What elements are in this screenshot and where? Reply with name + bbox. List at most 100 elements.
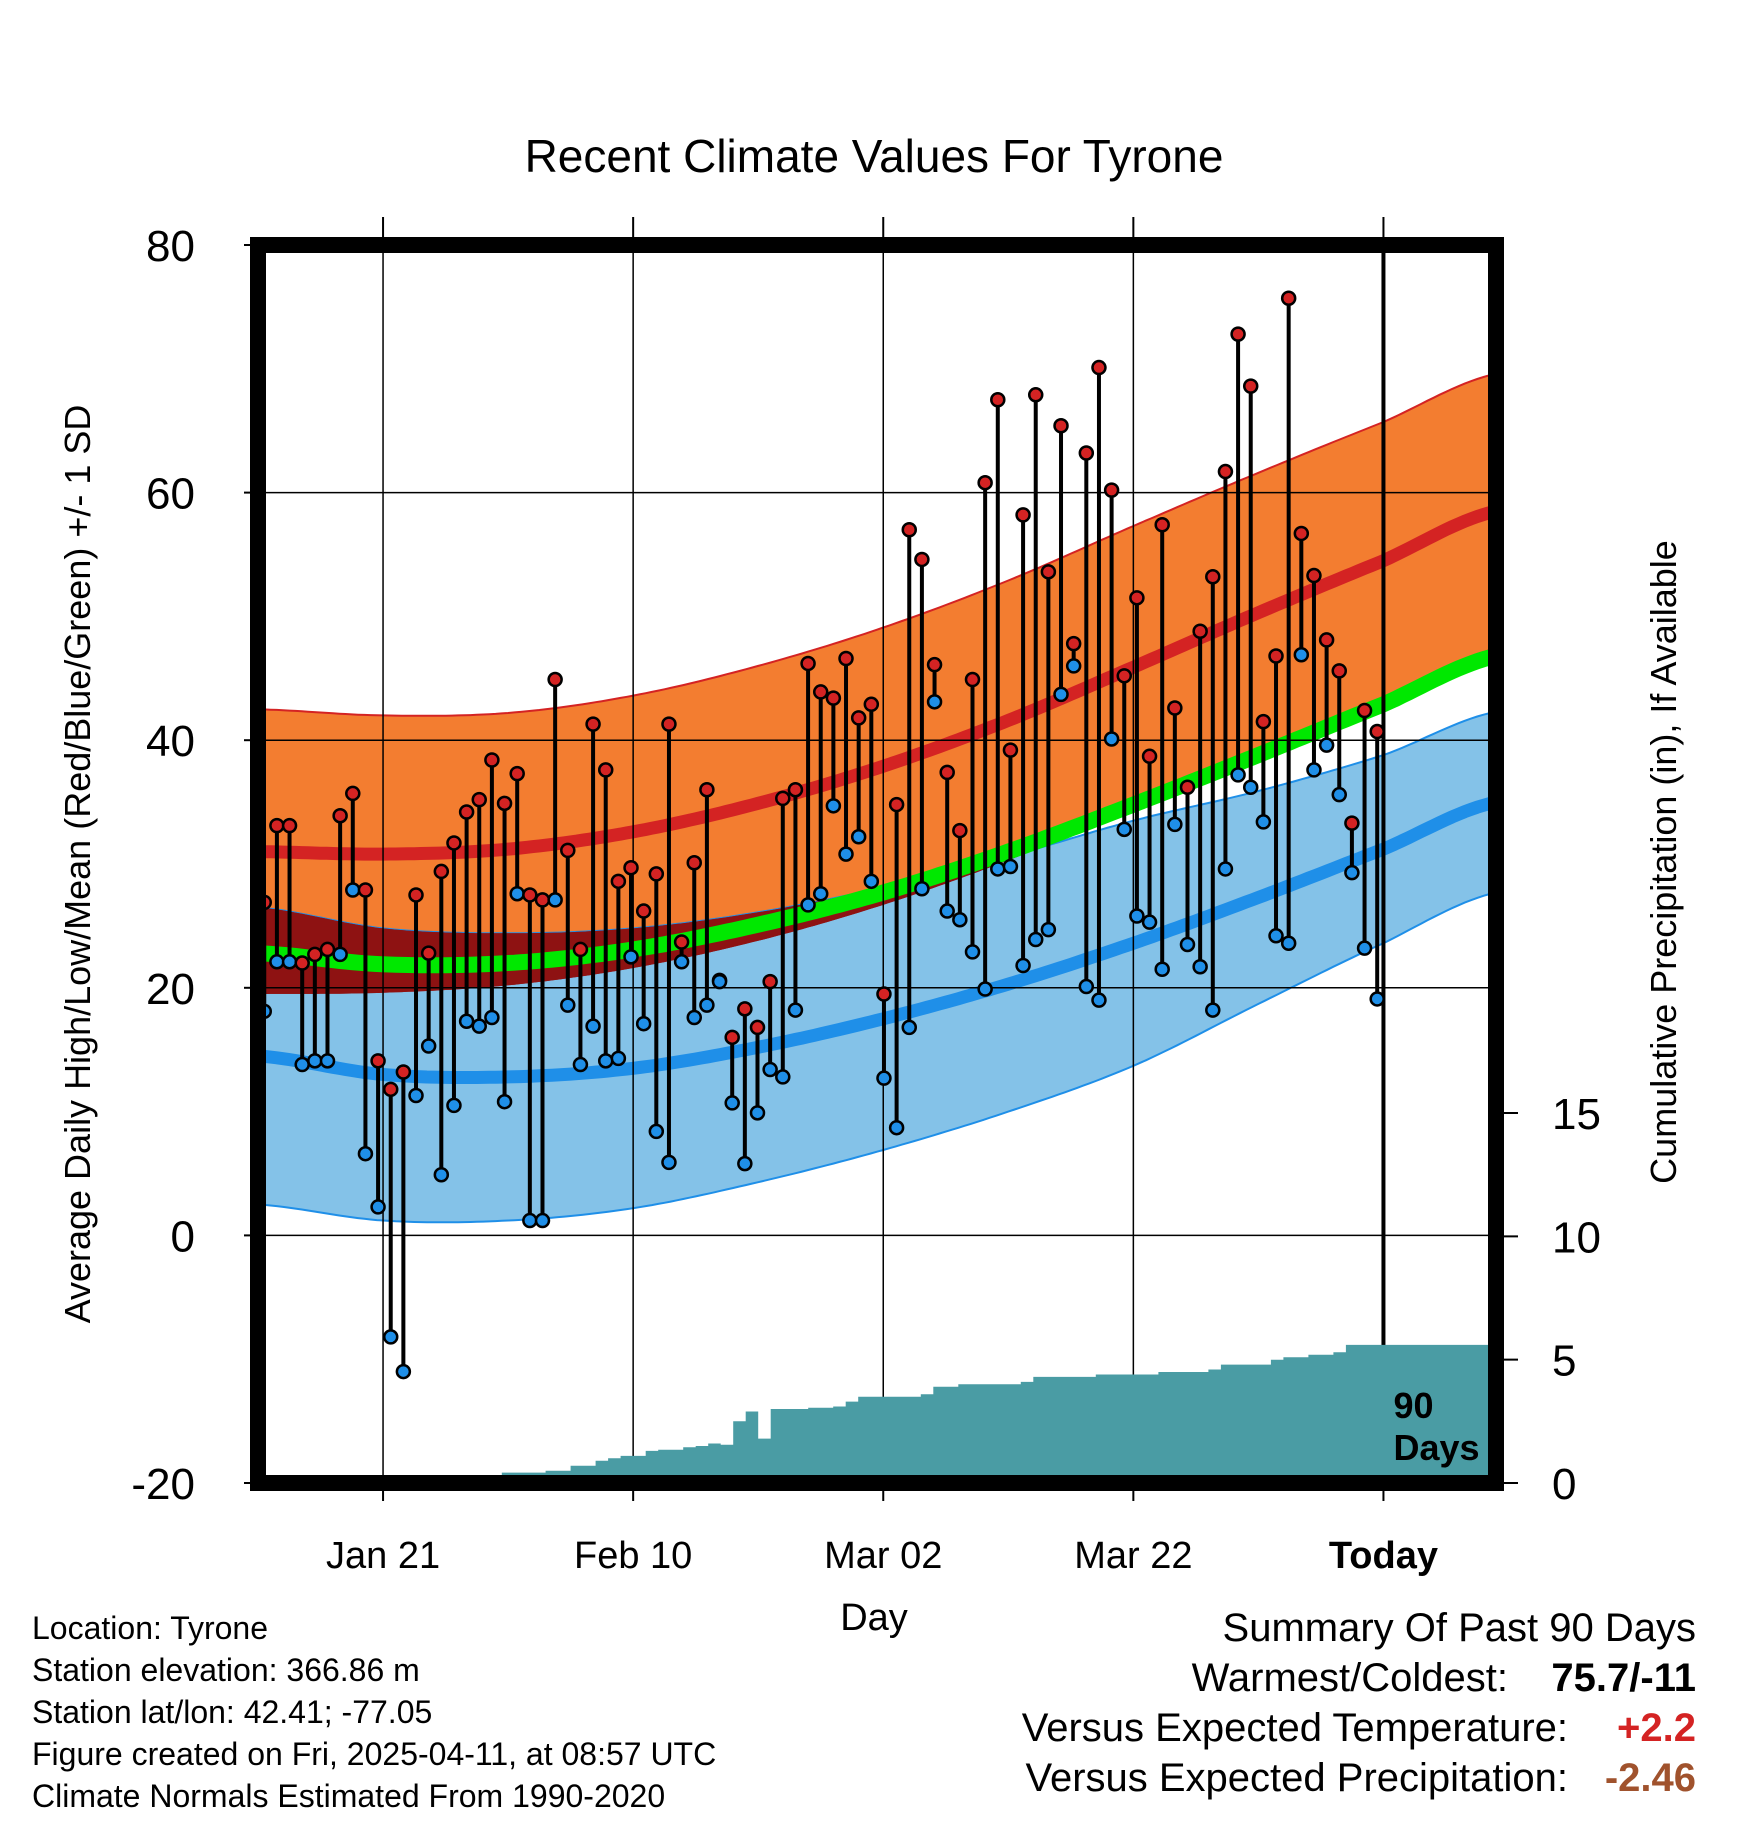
daily-low-point — [1129, 908, 1145, 924]
daily-low-point — [1027, 931, 1044, 948]
footer-created: Figure created on Fri, 2025-04-11, at 08… — [32, 1736, 717, 1772]
footer-elevation: Station elevation: 366.86 m — [32, 1652, 420, 1688]
daily-high-point — [458, 804, 475, 820]
daily-low-point — [471, 1018, 488, 1034]
daily-high-point — [762, 973, 778, 990]
daily-low-point — [597, 1053, 614, 1069]
summary-precip-value: -2.46 — [1604, 1756, 1696, 1800]
y2-tick-label: 0 — [1552, 1460, 1576, 1509]
x-tick-label: Jan 21 — [326, 1535, 440, 1577]
daily-low-point — [876, 1070, 892, 1086]
daily-low-point — [952, 911, 968, 928]
daily-high-point — [749, 1019, 766, 1036]
daily-high-point — [509, 765, 525, 782]
daily-low-point — [1268, 928, 1284, 944]
daily-low-point — [787, 1002, 804, 1018]
daily-low-point — [1065, 658, 1082, 674]
daily-high-point — [433, 863, 450, 880]
daily-low-point — [269, 954, 285, 970]
daily-low-point — [888, 1119, 905, 1136]
daily-low-point — [812, 885, 829, 902]
daily-high-point — [534, 892, 551, 908]
daily-high-point — [1369, 723, 1385, 740]
daily-high-point — [585, 716, 601, 732]
daily-high-point — [269, 817, 285, 834]
daily-low-point — [926, 694, 943, 710]
daily-high-point — [382, 1081, 399, 1098]
daily-low-point — [294, 1056, 310, 1073]
daily-low-point — [1192, 959, 1208, 975]
daily-low-point — [850, 829, 867, 845]
y-tick-label: 60 — [146, 470, 195, 519]
daily-high-point — [1091, 359, 1107, 376]
daily-high-point — [446, 835, 462, 851]
daily-low-point — [408, 1087, 424, 1104]
daily-high-point — [420, 945, 437, 961]
daily-high-point — [926, 656, 943, 673]
daily-low-point — [572, 1056, 589, 1073]
daily-low-point — [1217, 861, 1234, 877]
y-tick-label: -20 — [131, 1460, 195, 1509]
daily-low-point — [1205, 1002, 1221, 1018]
daily-high-point — [964, 671, 981, 688]
daily-high-point — [812, 684, 829, 700]
daily-high-point — [800, 655, 816, 672]
daily-high-point — [496, 795, 513, 812]
daily-low-point — [1230, 767, 1246, 783]
footer-latlon: Station lat/lon: 42.41; -77.05 — [32, 1694, 433, 1730]
daily-high-point — [888, 796, 905, 813]
daily-high-point — [408, 887, 424, 903]
daily-high-point — [1078, 445, 1095, 461]
daily-high-point — [1356, 702, 1373, 719]
daily-low-point — [1280, 935, 1297, 951]
daily-high-point — [370, 1053, 386, 1069]
summary-temp-label: Versus Expected Temperature: — [1021, 1706, 1568, 1750]
daily-low-point — [420, 1038, 437, 1054]
daily-low-point — [1103, 731, 1120, 747]
daily-high-point — [471, 791, 488, 808]
daily-low-point — [433, 1166, 450, 1183]
daily-high-point — [901, 521, 918, 538]
daily-high-point — [572, 941, 589, 958]
daily-low-point — [661, 1154, 677, 1171]
daily-low-point — [800, 897, 816, 913]
daily-high-point — [1040, 564, 1057, 580]
daily-low-point — [458, 1013, 475, 1029]
daily-low-point — [1167, 816, 1183, 833]
daily-high-point — [560, 842, 576, 859]
daily-low-point — [446, 1097, 462, 1114]
daily-high-point — [863, 696, 880, 713]
daily-high-point — [1230, 326, 1246, 342]
daily-low-point — [345, 882, 361, 898]
daily-high-point — [648, 866, 665, 882]
x-axis-label: Day — [840, 1597, 908, 1639]
daily-low-point — [901, 1019, 918, 1036]
daily-high-point — [1344, 815, 1360, 831]
y-tick-label: 80 — [146, 222, 195, 271]
daily-low-point — [484, 1009, 500, 1026]
daily-low-point — [977, 981, 993, 997]
daily-low-point — [534, 1212, 551, 1229]
daily-high-point — [952, 822, 968, 839]
daily-high-point — [294, 955, 310, 971]
daily-high-point — [1141, 748, 1158, 765]
today-label-number: 90 — [1393, 1385, 1433, 1426]
daily-high-point — [990, 392, 1006, 408]
summary-temp-value: +2.2 — [1617, 1706, 1696, 1750]
x-tick-label: Today — [1329, 1535, 1438, 1577]
daily-high-point — [914, 551, 930, 568]
daily-low-point — [1344, 864, 1360, 881]
daily-high-point — [597, 762, 614, 778]
daily-low-point — [648, 1123, 665, 1140]
daily-high-point — [1293, 525, 1310, 542]
daily-low-point — [1318, 737, 1335, 753]
daily-low-point — [281, 954, 298, 970]
daily-high-point — [1268, 648, 1284, 664]
daily-low-point — [547, 892, 563, 908]
chart-title: Recent Climate Values For Tyrone — [525, 130, 1224, 182]
daily-high-point — [1154, 517, 1170, 533]
y2-tick-label: 5 — [1552, 1337, 1576, 1386]
daily-high-point — [1015, 507, 1031, 523]
daily-low-point — [1015, 957, 1031, 974]
